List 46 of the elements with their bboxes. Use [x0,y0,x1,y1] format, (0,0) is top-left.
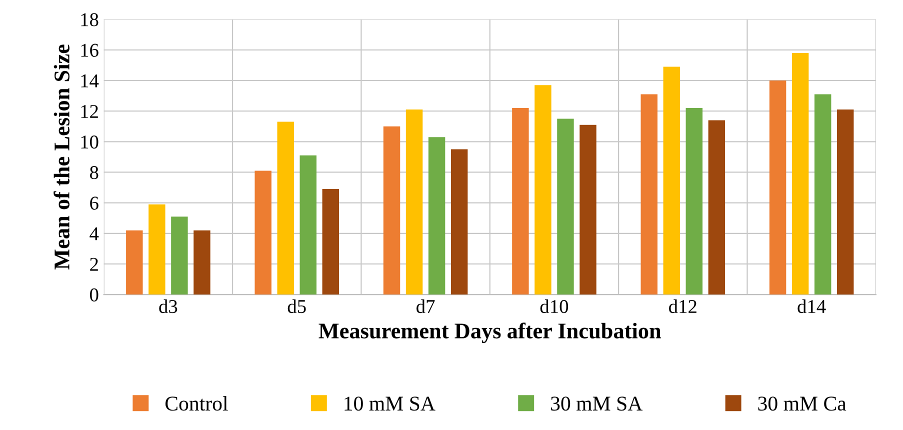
legend-label: Control [165,396,228,411]
y-tick-label: 10 [81,135,98,149]
bar [686,108,703,295]
legend-label: 30 mM SA [551,396,643,411]
bar [406,110,423,295]
bar [300,155,316,295]
bar [126,230,143,295]
y-axis-title: Mean of the Lesion Size [54,44,70,270]
y-tick-label: 18 [81,13,98,26]
x-axis-title: Measurement Days after Incubation [318,322,662,344]
y-tick-label: 4 [90,227,99,240]
bar [171,216,188,295]
legend-label: 10 mM SA [344,396,436,411]
bar [428,137,446,295]
x-tick-label: d10 [540,299,568,314]
bar [836,110,854,295]
bar [814,94,832,295]
bar [322,189,340,295]
bar [534,85,552,295]
y-tick-label: 12 [81,104,98,118]
bar [148,204,166,295]
bar [254,170,272,295]
y-tick-label: 2 [90,258,98,271]
x-tick-label: d12 [669,299,696,314]
bar [277,122,294,295]
x-tick-label: d14 [798,299,826,314]
bar [663,66,680,295]
y-tick-label: 8 [90,166,98,180]
bar [557,118,574,295]
legend-label: 30 mM Ca [758,396,846,411]
bar [383,126,400,295]
bar [194,230,210,295]
bar [640,94,658,295]
y-tick-label: 14 [81,74,99,88]
x-tick-label: d5 [288,299,306,314]
bar [450,149,468,295]
bar [769,80,786,295]
x-tick-label: d3 [159,299,178,314]
y-tick-label: 16 [81,44,98,57]
y-tick-label: 6 [90,196,98,210]
x-tick-label: d7 [416,299,435,314]
bar [708,120,726,295]
bar [580,124,596,295]
bar [792,52,809,295]
y-tick-label: 0 [90,288,98,302]
bar [512,108,529,295]
